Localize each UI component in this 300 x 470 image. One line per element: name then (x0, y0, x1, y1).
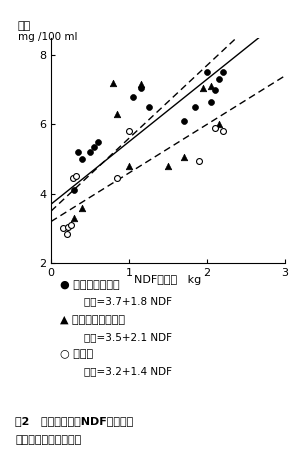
Text: mg /100 ml: mg /100 ml (18, 32, 77, 42)
Point (197, 157, 202, 164)
Point (166, 162, 170, 170)
Text: 酢酸: 酢酸 (18, 21, 31, 31)
Point (220, 127, 225, 135)
Point (208, 98, 213, 106)
Point (127, 127, 131, 135)
Point (212, 124, 217, 132)
Point (72, 214, 77, 222)
Point (181, 117, 186, 125)
Point (88, 149, 92, 156)
Point (205, 69, 209, 76)
Point (76, 149, 81, 156)
Point (111, 79, 116, 86)
Point (115, 174, 120, 182)
Point (92, 143, 96, 151)
Point (60, 225, 65, 232)
Point (193, 103, 198, 111)
Point (146, 103, 151, 111)
Text: ○ 稲ワラ: ○ 稲ワラ (60, 349, 93, 359)
Point (216, 121, 221, 128)
Point (138, 84, 143, 92)
Point (201, 84, 206, 92)
Text: 酢酸=3.7+1.8 NDF: 酢酸=3.7+1.8 NDF (84, 297, 172, 306)
Point (212, 86, 217, 94)
Point (80, 204, 85, 212)
Point (115, 110, 120, 118)
Text: NDF摄取量   kg: NDF摄取量 kg (134, 275, 202, 285)
Point (72, 187, 77, 194)
Point (127, 162, 131, 170)
Point (95, 138, 100, 146)
Point (138, 81, 143, 88)
Point (181, 154, 186, 161)
Point (64, 230, 69, 237)
Text: ● 牧草サイレージ: ● 牧草サイレージ (60, 280, 120, 290)
Text: ▲ コーンサイレージ: ▲ コーンサイレージ (60, 315, 125, 325)
Point (80, 155, 85, 163)
Text: 血浆酢酸濃度との関係: 血浆酢酸濃度との関係 (15, 435, 81, 445)
Text: 酢酸=3.5+2.1 NDF: 酢酸=3.5+2.1 NDF (84, 332, 172, 342)
Point (70, 174, 75, 182)
Point (220, 69, 225, 76)
Point (68, 221, 73, 229)
Point (66, 223, 70, 230)
Text: 図2   糞飼料由来のNDF摄取量と: 図2 糞飼料由来のNDF摄取量と (15, 416, 133, 426)
Point (208, 82, 213, 90)
Text: 酢酸=3.2+1.4 NDF: 酢酸=3.2+1.4 NDF (84, 366, 172, 376)
Point (74, 172, 78, 180)
Point (216, 76, 221, 83)
Point (130, 93, 135, 101)
